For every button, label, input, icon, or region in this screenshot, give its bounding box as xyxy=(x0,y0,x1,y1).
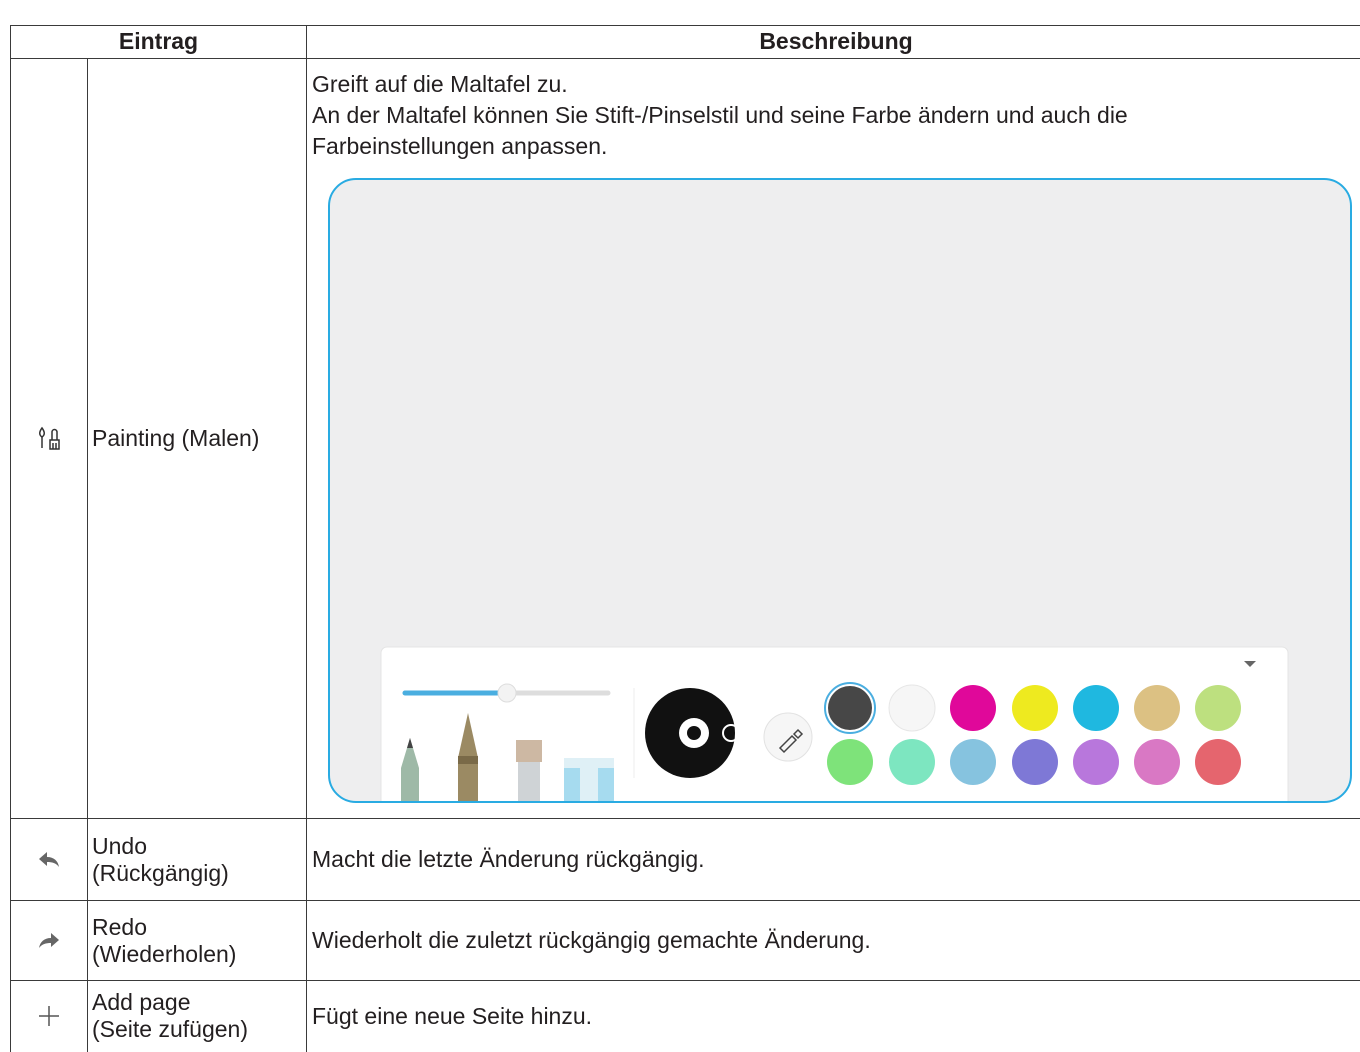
header-cell: Beschreibung xyxy=(306,25,1360,59)
entry-line: Painting (Malen) xyxy=(92,425,260,451)
entry-cell: Redo (Wiederholen) xyxy=(87,900,307,981)
entry-cell: Undo (Rückgängig) xyxy=(87,818,307,901)
description-line: Macht die letzte Änderung rückgängig. xyxy=(312,846,705,872)
painting-panel xyxy=(380,646,1289,801)
painting-panel-screenshot xyxy=(328,178,1352,803)
entry-line: Undo xyxy=(92,832,147,859)
undo-icon xyxy=(39,851,59,867)
entry-line: (Wiederholen) xyxy=(92,940,237,967)
entry-line: (Seite zufügen) xyxy=(92,1016,248,1042)
icon-cell xyxy=(10,980,88,1052)
description-cell: Macht die letzte Änderung rückgängig. xyxy=(306,818,1360,901)
redo-icon xyxy=(39,932,59,948)
description-cell: Fügt eine neue Seite hinzu. xyxy=(306,980,1360,1052)
header-cell: Eintrag xyxy=(10,25,307,59)
icon-cell xyxy=(10,58,88,819)
description-line: An der Maltafel können Sie Stift-/Pinsel… xyxy=(312,102,1128,159)
description-cell: Wiederholt die zuletzt rückgängig gemach… xyxy=(306,900,1360,981)
entry-line: (Rückgängig) xyxy=(92,859,229,886)
icon-cell xyxy=(10,818,88,901)
entry-line: Add page xyxy=(92,989,191,1015)
icon-cell xyxy=(10,900,88,981)
description-line: Wiederholt die zuletzt rückgängig gemach… xyxy=(312,927,871,953)
description-line: Greift auf die Maltafel zu. xyxy=(312,71,568,97)
description-cell: Greift auf die Maltafel zu. An der Malta… xyxy=(306,58,1360,819)
description-line: Fügt eine neue Seite hinzu. xyxy=(312,1003,593,1029)
painting-icon xyxy=(39,426,60,450)
entry-line: Redo xyxy=(92,913,147,940)
entry-cell: Add page (Seite zufügen) xyxy=(87,980,307,1052)
entry-cell: Painting (Malen) xyxy=(87,58,307,819)
add-page-icon xyxy=(39,1006,59,1026)
